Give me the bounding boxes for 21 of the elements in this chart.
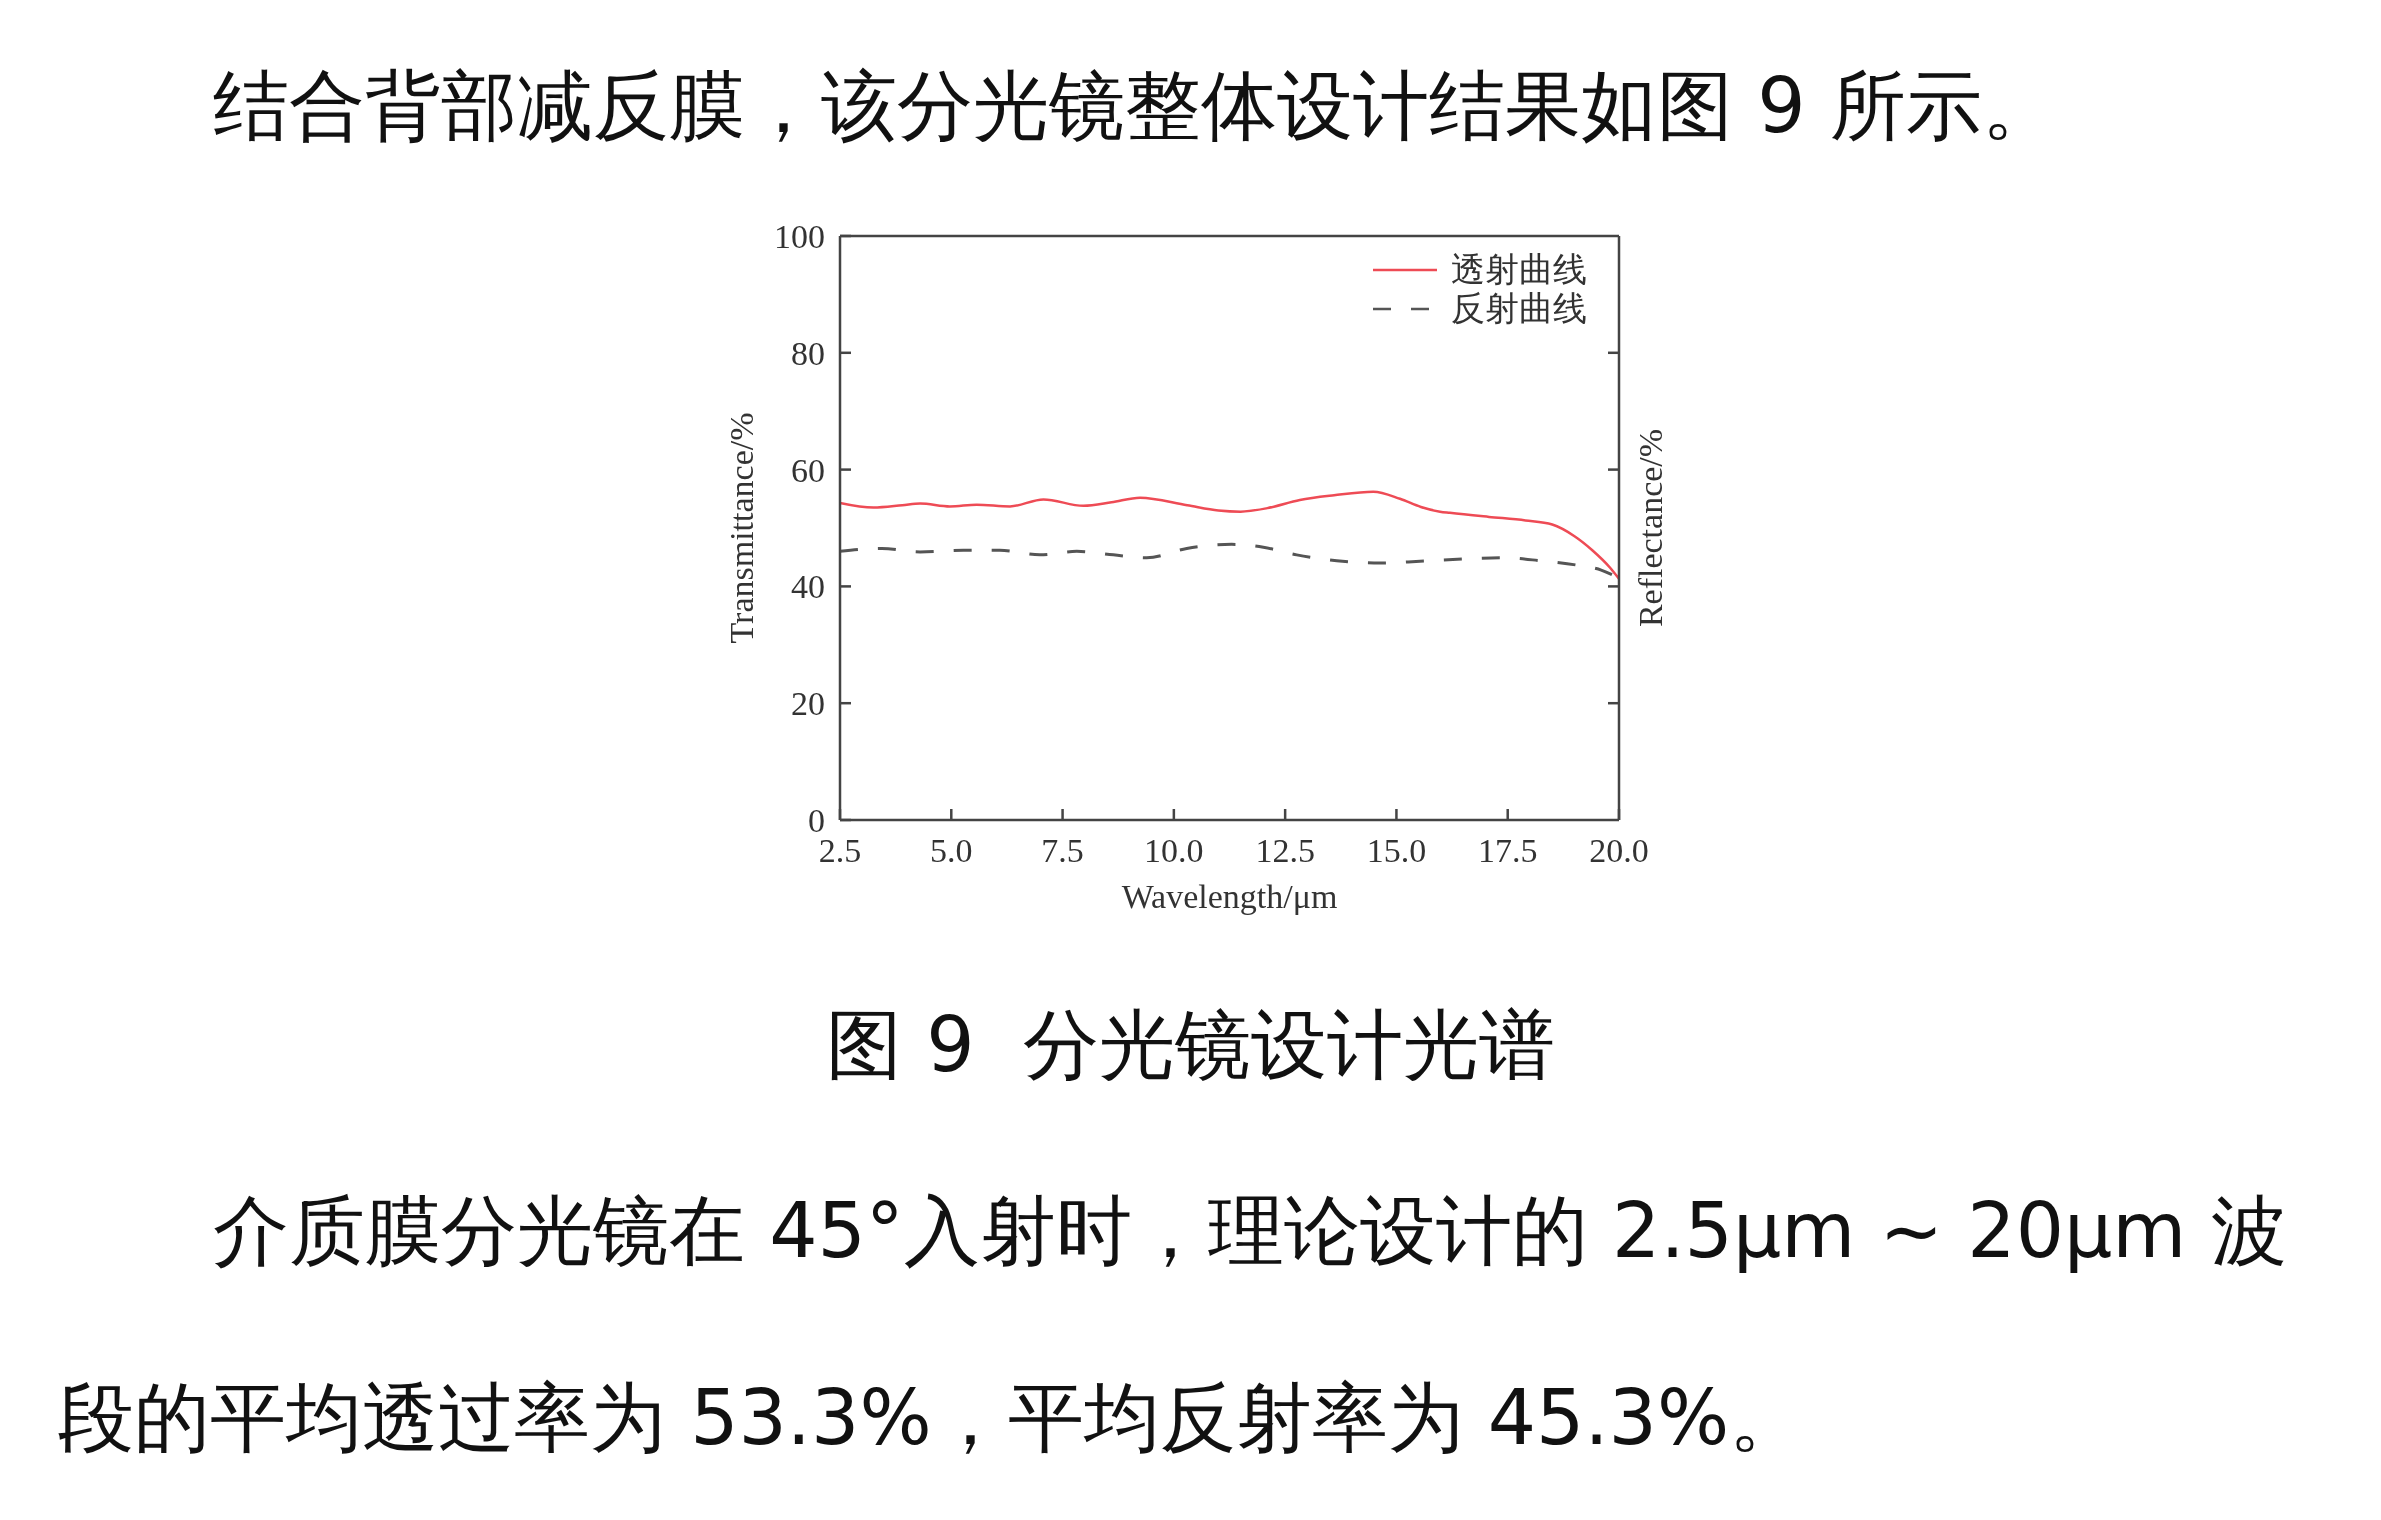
x-tick-label: 10.0 xyxy=(1144,832,1204,870)
x-tick-label: 12.5 xyxy=(1255,832,1315,870)
y-tick-label: 40 xyxy=(791,568,825,606)
x-tick-label: 17.5 xyxy=(1477,832,1538,870)
text: 结合背部减反膜，该分光镜整体设计结果如图 9 所示。 xyxy=(212,61,2059,151)
x-tick-label: 5.0 xyxy=(930,832,973,870)
y-tick-label: 20 xyxy=(791,685,825,723)
y-axis-title: Transmittance/% xyxy=(722,412,760,644)
x-axis-title: Wavelength/μm xyxy=(1121,877,1338,915)
legend-label: 反射曲线 xyxy=(1451,289,1587,328)
x-tick-label: 7.5 xyxy=(1041,832,1084,870)
y2-axis-title: Reflectance/% xyxy=(1631,428,1669,628)
text: 图 9 分光镜设计光谱 xyxy=(825,1000,1556,1090)
x-tick-label: 15.0 xyxy=(1366,832,1427,870)
line-series xyxy=(840,490,1619,581)
y-tick-label: 60 xyxy=(791,451,825,489)
legend-label: 透射曲线 xyxy=(1451,250,1587,289)
text: 介质膜分光镜在 45°入射时，理论设计的 2.5μm ~ 20μm 波段的平均透过率为 53.3%，平均反射率为 45.3%。 xyxy=(58,1186,2287,1462)
x-tick-label: 20.0 xyxy=(1589,832,1649,870)
y-tick-label: 100 xyxy=(774,218,825,256)
y-tick-label: 80 xyxy=(791,334,825,372)
